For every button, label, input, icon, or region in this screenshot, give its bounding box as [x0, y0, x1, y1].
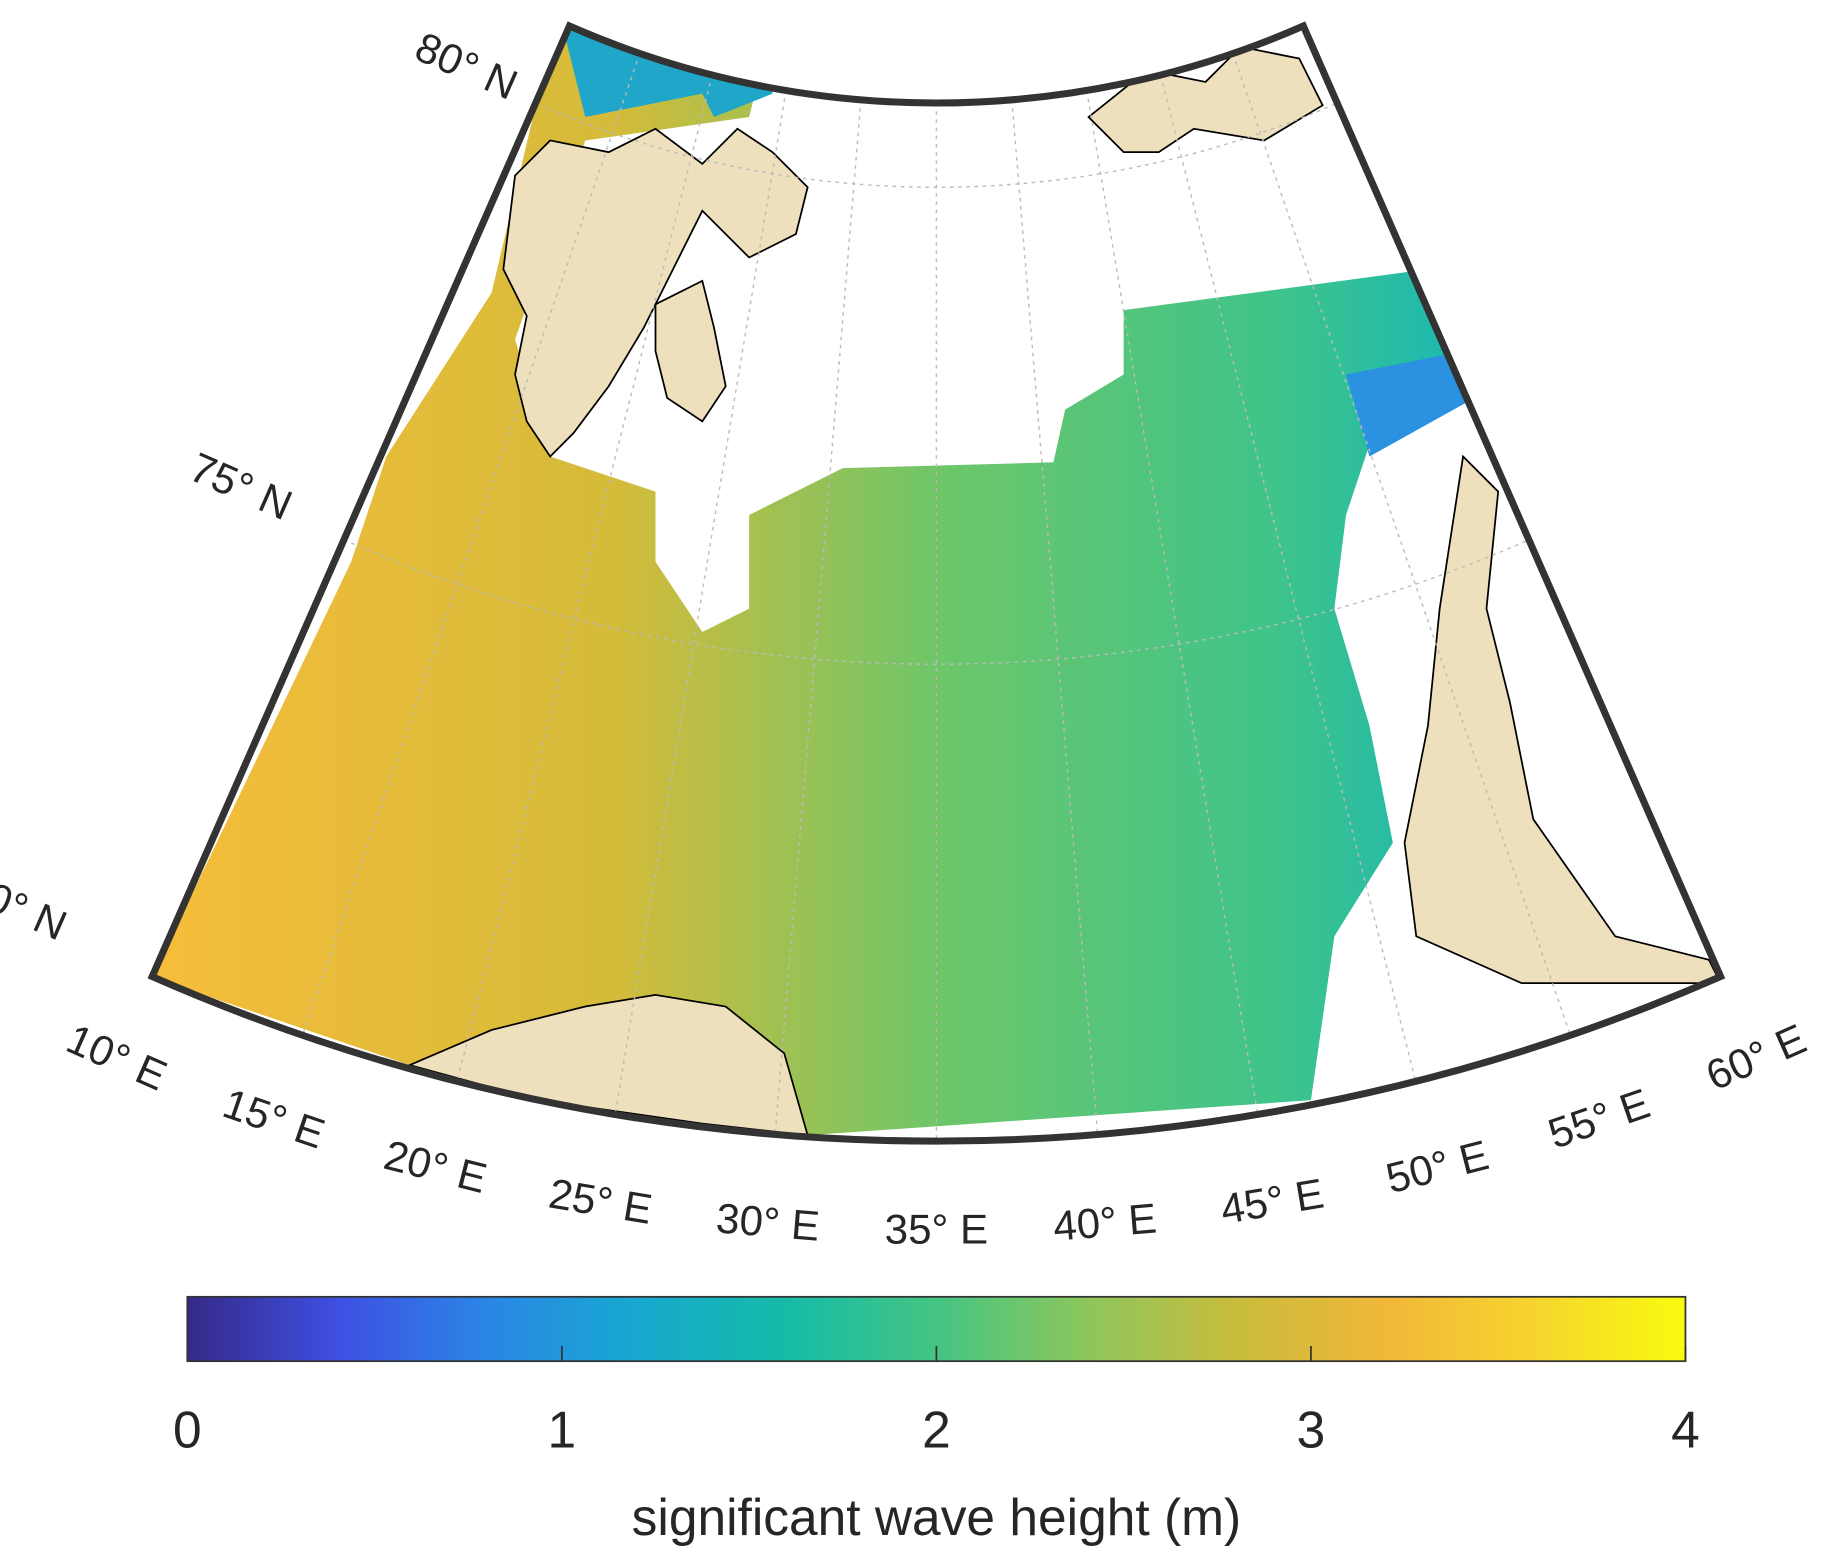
land-edgeoya: [654, 279, 727, 423]
meridian: [301, 53, 641, 1036]
wave-field-east: [1346, 351, 1475, 457]
lon-label: 35° E: [885, 1206, 989, 1253]
colorbar-tick-label: 4: [1671, 1400, 1700, 1458]
lon-label: 45° E: [1217, 1170, 1327, 1233]
meridian: [1232, 53, 1571, 1036]
lon-label: 50° E: [1381, 1131, 1493, 1202]
parallel: [343, 539, 1530, 665]
meridian: [456, 74, 713, 1082]
colorbar-tick-label: 1: [548, 1400, 577, 1458]
lon-label: 40° E: [1051, 1194, 1158, 1249]
lon-label: 60° E: [1699, 1015, 1813, 1100]
colorbar-tick-label: 2: [922, 1400, 951, 1458]
lat-label: 75° N: [183, 443, 299, 529]
wave-field: [152, 26, 1475, 1136]
meridian: [1011, 99, 1099, 1135]
meridian: [1159, 74, 1417, 1082]
lon-label: 25° E: [546, 1170, 656, 1233]
map-frame: [147, 21, 1726, 1145]
colorbar-tick-label: 0: [173, 1400, 202, 1458]
lon-label: 20° E: [380, 1131, 492, 1202]
meridian: [614, 90, 787, 1115]
lon-label: 15° E: [217, 1079, 330, 1157]
meridian: [1086, 90, 1259, 1115]
lon-label: 10° E: [60, 1015, 174, 1100]
colorbar-tick-label: 3: [1297, 1400, 1326, 1458]
lon-label: 30° E: [714, 1194, 821, 1249]
lat-label: 80° N: [409, 23, 525, 109]
land-svalbard: [502, 127, 809, 458]
meridian: [774, 99, 862, 1135]
parallel: [535, 102, 1338, 188]
lon-label: 55° E: [1542, 1079, 1655, 1157]
colorbar-label: significant wave height (m): [632, 1488, 1242, 1546]
lat-label: 70° N: [0, 864, 74, 950]
